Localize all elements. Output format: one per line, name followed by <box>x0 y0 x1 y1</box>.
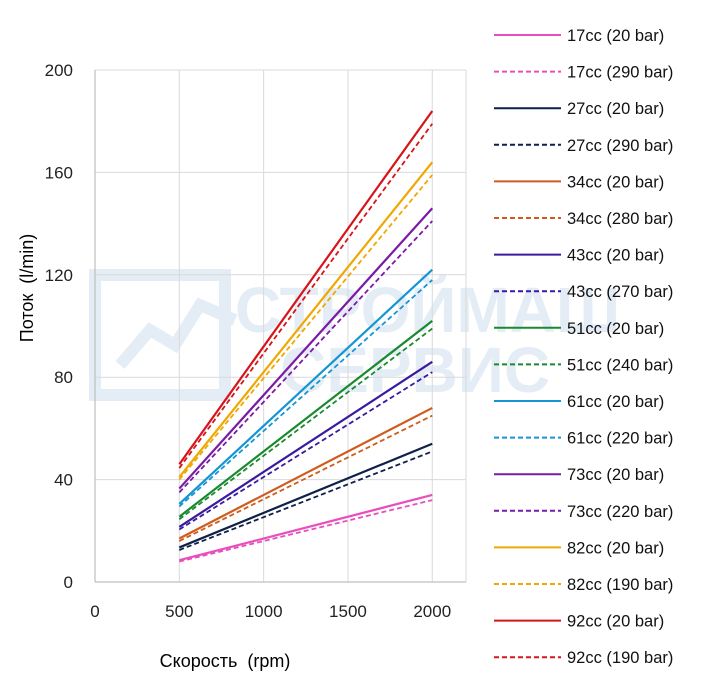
series-line-11 <box>178 279 433 508</box>
y-tick-label: 40 <box>54 471 73 490</box>
series-line-5 <box>178 414 433 542</box>
series-line-2 <box>178 442 433 549</box>
x-tick-label: 500 <box>165 602 193 621</box>
series-line-14 <box>178 161 434 478</box>
series-line-9 <box>178 327 433 520</box>
x-tick-label: 1500 <box>329 602 367 621</box>
legend-label-14: 82cc (20 bar) <box>567 539 664 557</box>
legend: 17cc (20 bar) 17cc (290 bar) 27cc (20 bar)… <box>494 27 673 667</box>
legend-label-15: 82cc (190 bar) <box>567 576 673 594</box>
legend-label-16: 92cc (20 bar) <box>567 613 664 631</box>
series-lines <box>178 110 434 563</box>
legend-label-11: 61cc (220 bar) <box>567 430 673 448</box>
grid <box>95 69 467 582</box>
legend-label-6: 43cc (20 bar) <box>567 247 664 265</box>
legend-label-9: 51cc (240 bar) <box>567 356 673 374</box>
watermark-line2: СЕРВИС <box>280 334 550 406</box>
series-line-16 <box>178 110 434 465</box>
series-line-4 <box>178 406 433 540</box>
series-line-13 <box>178 220 433 494</box>
legend-label-4: 34cc (20 bar) <box>567 173 664 191</box>
series-line-15 <box>178 174 433 481</box>
series-line-3 <box>178 450 433 551</box>
axes: 0 500 1000 1500 2000 0 40 80 120 160 200 <box>45 61 466 621</box>
y-tick-label: 200 <box>45 61 73 80</box>
series-line-17 <box>178 123 433 469</box>
legend-label-8: 51cc (20 bar) <box>567 320 664 338</box>
legend-label-0: 17cc (20 bar) <box>567 27 664 45</box>
series-line-12 <box>178 207 434 490</box>
x-tick-label: 1000 <box>245 602 283 621</box>
legend-label-1: 17cc (290 bar) <box>567 64 673 82</box>
y-tick-label: 80 <box>54 368 73 387</box>
series-line-0 <box>179 493 433 562</box>
series-line-8 <box>178 320 433 518</box>
legend-label-7: 43cc (270 bar) <box>567 283 673 301</box>
legend-label-12: 73cc (20 bar) <box>567 466 664 484</box>
series-line-10 <box>178 268 434 505</box>
legend-label-13: 73cc (220 bar) <box>567 503 673 521</box>
series-line-7 <box>178 371 433 531</box>
y-tick-label: 0 <box>64 573 73 592</box>
series-line-1 <box>179 499 433 563</box>
series-line-6 <box>178 360 433 528</box>
x-tick-label: 2000 <box>413 602 451 621</box>
legend-label-2: 27cc (20 bar) <box>567 100 664 118</box>
legend-label-10: 61cc (20 bar) <box>567 393 664 411</box>
y-tick-label: 120 <box>45 266 73 285</box>
legend-label-17: 92cc (190 bar) <box>567 649 673 667</box>
y-tick-label: 160 <box>45 163 73 182</box>
x-axis-label: Скорость (rpm) <box>160 651 291 671</box>
y-axis-label: Поток (l/min) <box>17 234 37 342</box>
legend-label-3: 27cc (290 bar) <box>567 137 673 155</box>
legend-label-5: 34cc (280 bar) <box>567 210 673 228</box>
x-tick-label: 0 <box>90 602 99 621</box>
